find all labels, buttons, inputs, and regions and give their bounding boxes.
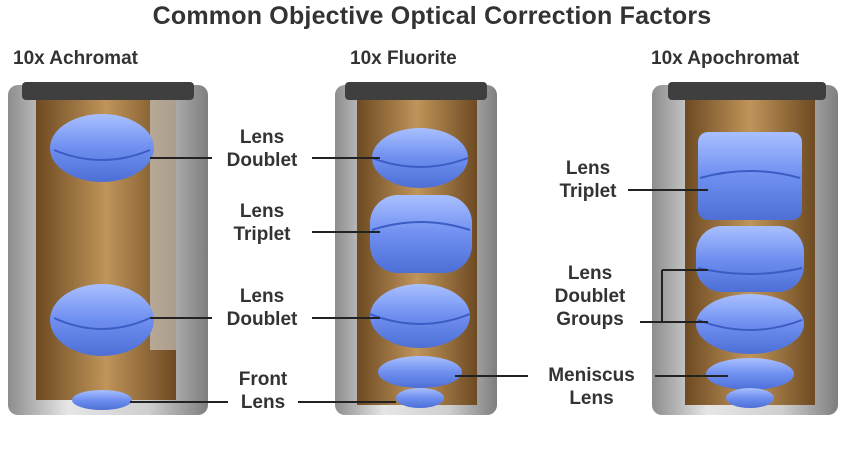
label-meniscus-lens: Meniscus Lens [528,364,655,410]
objective-title-fluorite: 10x Fluorite [350,48,457,69]
label-line: Groups [556,309,624,330]
achromat-objective [8,82,228,415]
apochromat-front-lens [726,388,774,408]
objective-title-apochromat: 10x Apochromat [651,48,800,69]
objective-title-achromat: 10x Achromat [13,48,138,69]
fluorite-front-lens [396,388,444,408]
label-lens-triplet-apochromat: Lens Triplet [548,157,628,203]
label-lens-doublet-groups: Lens Doublet Groups [540,262,640,331]
apochromat-doublet-group-1 [696,226,804,292]
label-lens-doublet-bottom: Lens Doublet [212,285,312,331]
label-lens-triplet-fluorite: Lens Triplet [212,200,312,246]
label-line: Lens [239,286,285,307]
label-line: Triplet [559,181,617,202]
label-line: Lens [240,392,286,413]
label-line: Doublet [226,150,298,171]
apochromat-top-ring [668,82,826,100]
achromat-front-lens [72,390,132,410]
label-lens-doublet-top: Lens Doublet [212,126,312,172]
achromat-doublet-top [50,114,154,182]
label-line: Lens [567,263,613,284]
apochromat-objective [628,82,838,415]
fluorite-doublet-top [372,128,468,188]
apochromat-doublet-group-2 [696,294,804,354]
label-line: Lens [239,127,285,148]
label-line: Doublet [554,286,626,307]
label-line: Triplet [233,224,291,245]
fluorite-objective [298,82,528,415]
fluorite-triplet [370,195,472,273]
label-line: Meniscus [548,365,635,386]
achromat-doublet-bottom [50,284,154,356]
fluorite-top-ring [345,82,487,100]
diagram-title: Common Objective Optical Correction Fact… [152,2,712,30]
fluorite-meniscus-lens [378,356,462,388]
label-line: Lens [565,158,611,179]
apochromat-triplet [698,132,802,220]
label-line: Lens [239,201,285,222]
label-line: Doublet [226,309,298,330]
label-line: Lens [569,388,614,409]
achromat-top-ring [22,82,194,100]
label-line: Front [238,369,288,390]
apochromat-meniscus-lens [706,358,794,390]
label-front-lens: Front Lens [228,368,298,414]
fluorite-doublet-bottom [370,284,470,348]
